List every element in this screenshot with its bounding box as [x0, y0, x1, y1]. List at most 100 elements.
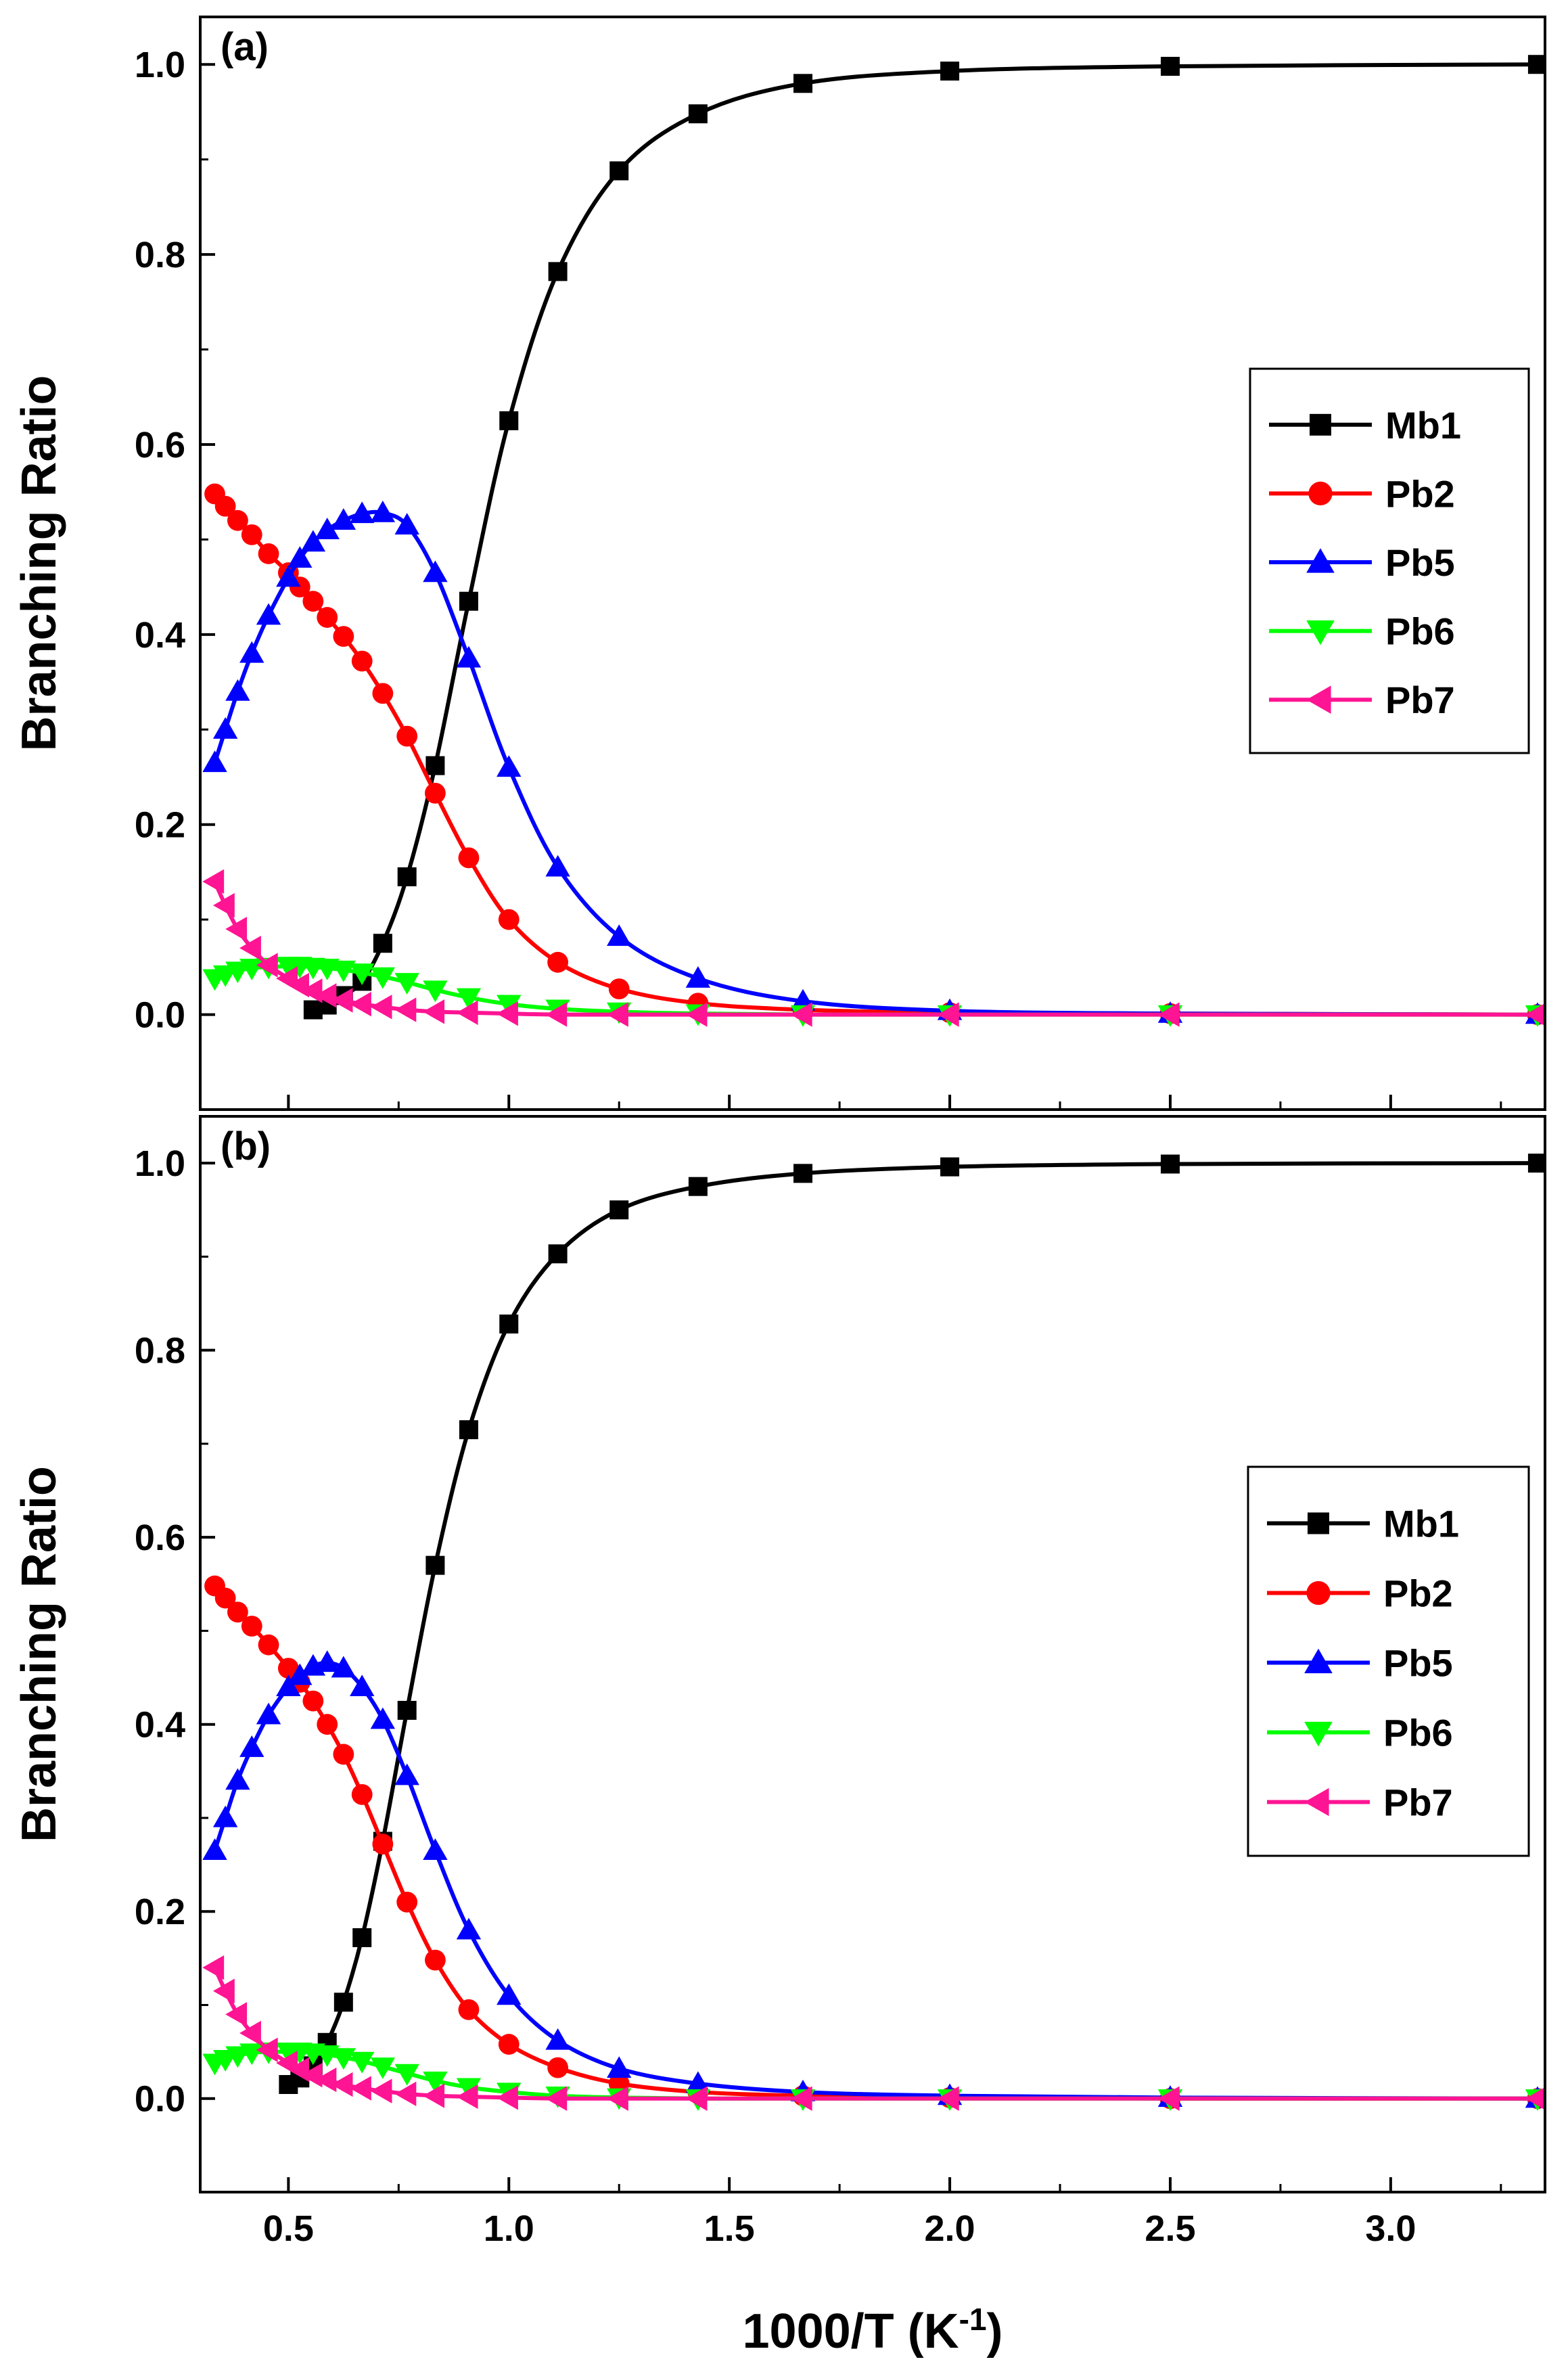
marker-square	[609, 1200, 629, 1220]
marker-square	[397, 867, 417, 886]
marker-triangle-down	[331, 960, 356, 982]
marker-triangle-left	[225, 916, 248, 942]
marker-circle	[241, 524, 262, 545]
marker-triangle-up	[545, 855, 570, 877]
x-tick-label: 3.0	[1365, 2208, 1416, 2249]
marker-circle	[258, 543, 279, 564]
marker-triangle-down	[1304, 1721, 1333, 1747]
x-tick-label: 1.0	[484, 2208, 534, 2249]
marker-triangle-left	[1304, 1788, 1329, 1817]
marker-triangle-up	[202, 1838, 227, 1860]
marker-triangle-up	[287, 1663, 313, 1685]
marker-triangle-left	[937, 1002, 959, 1027]
marker-triangle-left	[456, 2084, 478, 2110]
marker-triangle-left	[256, 953, 278, 978]
marker-circle	[396, 1891, 418, 1913]
marker-triangle-up	[212, 1805, 238, 1827]
marker-triangle-up	[276, 1675, 301, 1697]
marker-square	[548, 262, 568, 281]
legend-label: Pb6	[1383, 1712, 1453, 1754]
marker-triangle-up	[1304, 1648, 1333, 1674]
y-tick-label: 1.0	[135, 1143, 185, 1184]
marker-triangle-left	[225, 2002, 248, 2027]
marker-triangle-up	[300, 530, 326, 552]
marker-circle	[372, 683, 394, 704]
marker-square	[940, 1157, 960, 1177]
plot-frame	[199, 16, 1546, 1111]
marker-triangle-left	[456, 1000, 478, 1025]
marker-circle	[351, 1783, 373, 1805]
marker-triangle-left	[331, 988, 353, 1013]
marker-square	[1527, 55, 1545, 74]
marker-square	[333, 1993, 353, 2012]
series-line	[212, 1966, 1538, 2101]
marker-triangle-up	[239, 641, 264, 663]
marker-circle	[241, 1616, 262, 1637]
marker-triangle-left	[212, 1978, 235, 2003]
y-axis-title: Branching Ratio	[12, 1466, 66, 1842]
marker-square	[1527, 1154, 1545, 1173]
marker-triangle-up	[225, 1768, 250, 1790]
marker-triangle-down	[423, 980, 448, 1003]
marker-triangle-left	[315, 2067, 337, 2093]
x-tick-label: 2.5	[1145, 2208, 1195, 2249]
marker-triangle-up	[225, 679, 250, 701]
marker-triangle-up	[456, 1917, 482, 1940]
marker-triangle-down	[370, 967, 396, 989]
marker-circle	[1306, 1580, 1331, 1606]
legend-label: Mb1	[1383, 1503, 1459, 1545]
marker-square	[425, 756, 445, 775]
marker-triangle-down	[456, 2078, 482, 2100]
marker-triangle-left	[239, 936, 261, 961]
panel-tag: (b)	[221, 1124, 271, 1168]
legend-label: Pb5	[1385, 541, 1455, 584]
marker-circle	[458, 847, 480, 869]
marker-circle	[372, 1834, 394, 1855]
marker-triangle-left	[1157, 1002, 1180, 1027]
marker-triangle-up	[423, 560, 448, 583]
legend: Mb1 Pb2 Pb5 Pb6 Pb7	[1249, 367, 1530, 754]
marker-triangle-down	[423, 2071, 448, 2093]
marker-triangle-left	[423, 999, 445, 1024]
marker-triangle-down	[225, 961, 250, 984]
marker-triangle-up	[370, 1707, 396, 1729]
legend-label: Pb7	[1383, 1781, 1453, 1824]
marker-circle	[302, 1690, 324, 1712]
marker-triangle-down	[331, 2048, 356, 2070]
y-tick-label: 0.4	[135, 615, 185, 656]
marker-triangle-up	[497, 755, 522, 777]
marker-square	[459, 591, 478, 611]
marker-circle	[498, 2034, 520, 2055]
marker-triangle-left	[370, 995, 392, 1020]
marker-triangle-up	[256, 603, 281, 625]
marker-square	[373, 934, 392, 953]
marker-triangle-left	[497, 2085, 518, 2110]
marker-triangle-down	[497, 995, 522, 1017]
marker-circle	[214, 495, 236, 517]
marker-triangle-up	[276, 565, 301, 587]
marker-circle	[258, 1634, 279, 1656]
x-tick-label: 0.5	[263, 2208, 314, 2249]
legend-label: Pb6	[1385, 610, 1455, 653]
marker-square	[425, 1555, 445, 1575]
x-axis-title: 1000/T (K-1)	[742, 2302, 1002, 2359]
y-tick-label: 1.0	[135, 45, 185, 85]
marker-triangle-left	[315, 983, 337, 1008]
marker-triangle-up	[394, 1763, 419, 1785]
marker-circle	[608, 978, 630, 1000]
plot-area	[202, 1154, 1545, 2111]
marker-triangle-up	[212, 717, 238, 739]
marker-triangle-left	[1525, 1003, 1545, 1026]
marker-square	[352, 1928, 372, 1947]
marker-triangle-up	[315, 518, 340, 539]
legend-label: Pb7	[1385, 679, 1455, 721]
y-tick-label: 0.2	[135, 1892, 185, 1932]
marker-triangle-up	[331, 1656, 356, 1678]
legend-label: Pb2	[1383, 1572, 1453, 1615]
marker-triangle-down	[239, 2043, 264, 2066]
marker-circle	[333, 626, 354, 647]
y-tick-label: 0.6	[135, 425, 185, 465]
marker-triangle-left	[685, 1002, 708, 1027]
marker-triangle-down	[394, 2064, 419, 2086]
